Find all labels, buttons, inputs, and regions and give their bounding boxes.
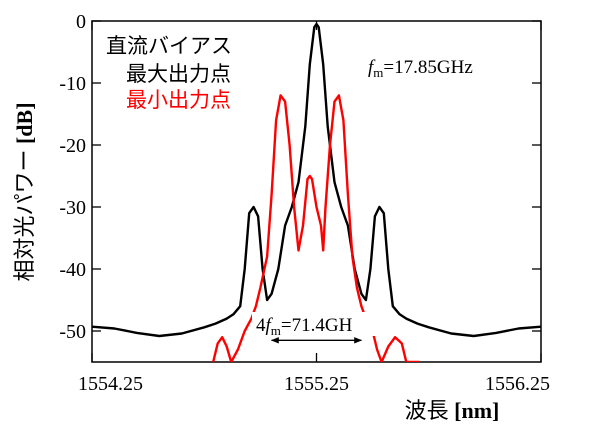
x-axis-ticks: 1554.25 1555.25 1556.25	[78, 21, 550, 395]
legend-heading: 直流バイアス	[106, 34, 232, 58]
y-axis-ticks: 0 -10 -20 -30 -40 -50	[59, 11, 541, 343]
spacing-label-background	[252, 312, 378, 336]
x-axis-title: 波長 [nm]	[405, 398, 500, 423]
y-axis-label: 相対光パワー	[12, 150, 37, 282]
fm-value: =17.85GHz	[383, 57, 472, 78]
spacing-value: =71.4GH	[281, 315, 353, 336]
y-tick-label: 0	[76, 11, 86, 33]
spacing-italic: f	[266, 315, 274, 336]
y-tick-label: -10	[59, 73, 86, 95]
legend-entry-min-output: 最小出力点	[126, 88, 231, 112]
fm-italic: f	[368, 57, 376, 78]
y-tick-label: -40	[59, 259, 86, 281]
spacing-annotation: 4fm=71.4GH	[256, 315, 353, 338]
x-axis-label: 波長	[405, 398, 449, 423]
x-tick-label: 1556.25	[485, 373, 550, 395]
y-axis-title: 相対光パワー [dB]	[12, 102, 37, 281]
x-tick-label: 1555.25	[284, 373, 349, 395]
y-tick-label: -50	[59, 321, 86, 343]
fm-subscript: m	[373, 65, 383, 80]
y-axis-unit: [dB]	[12, 102, 37, 144]
spacing-prefix: 4	[256, 315, 266, 336]
x-axis-unit: [nm]	[454, 398, 499, 423]
legend: 直流バイアス 最大出力点 最小出力点	[106, 34, 232, 112]
spacing-subscript: m	[271, 323, 281, 338]
y-tick-label: -20	[59, 135, 86, 157]
fm-annotation: fm=17.85GHz	[368, 57, 473, 80]
series-line-max-output	[92, 22, 541, 338]
legend-entry-max-output: 最大出力点	[126, 62, 231, 86]
x-tick-label: 1554.25	[78, 373, 143, 395]
y-tick-label: -30	[59, 197, 86, 219]
